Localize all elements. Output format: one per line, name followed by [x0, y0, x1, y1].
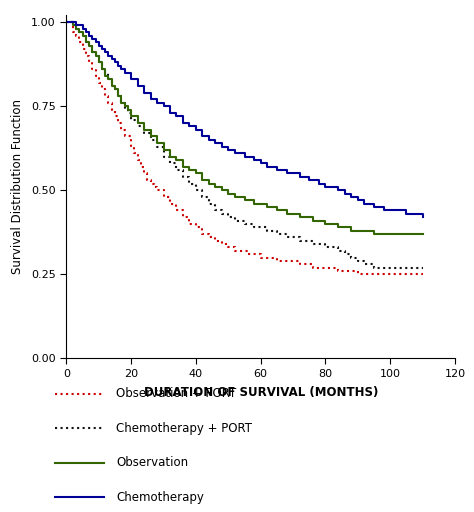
Observation [355, 227, 361, 233]
Observation [206, 180, 212, 186]
Line: Observation: Observation [66, 22, 423, 234]
Observation [219, 187, 225, 194]
Observation [64, 19, 69, 25]
Chemotherapy + PORT [371, 265, 377, 271]
Chemotherapy [420, 214, 426, 220]
Observation [420, 231, 426, 237]
Line: Chemotherapy + PORT: Chemotherapy + PORT [66, 22, 423, 268]
Chemotherapy + PORT [200, 194, 205, 200]
Observation [80, 32, 85, 38]
Observation + PORT [420, 271, 426, 278]
Text: Chemotherapy: Chemotherapy [116, 490, 204, 504]
Observation + PORT [99, 87, 105, 93]
Chemotherapy [109, 56, 115, 62]
Line: Chemotherapy: Chemotherapy [66, 22, 423, 217]
Chemotherapy + PORT [64, 19, 69, 25]
Chemotherapy + PORT [284, 234, 290, 241]
Chemotherapy [64, 19, 69, 25]
Observation + PORT [355, 271, 361, 278]
Observation + PORT [64, 19, 69, 25]
Line: Observation + PORT: Observation + PORT [66, 22, 423, 274]
Chemotherapy [403, 211, 409, 217]
Observation [371, 231, 377, 237]
Chemotherapy + PORT [112, 87, 118, 93]
Observation + PORT [135, 157, 140, 163]
Observation + PORT [371, 271, 377, 278]
Chemotherapy [141, 90, 147, 96]
Chemotherapy [86, 32, 92, 38]
Observation + PORT [86, 59, 92, 66]
Observation + PORT [323, 265, 328, 271]
Observation [161, 147, 166, 153]
Observation + PORT [109, 106, 115, 113]
Chemotherapy + PORT [348, 254, 354, 261]
Text: Observation: Observation [116, 456, 188, 469]
X-axis label: DURATION OF SURVIVAL (MONTHS): DURATION OF SURVIVAL (MONTHS) [144, 386, 378, 399]
Chemotherapy + PORT [219, 211, 225, 217]
Chemotherapy + PORT [206, 201, 212, 207]
Y-axis label: Survival Distribution Function: Survival Distribution Function [11, 99, 24, 274]
Chemotherapy [99, 46, 105, 52]
Observation [125, 106, 131, 113]
Chemotherapy + PORT [420, 265, 426, 271]
Text: Chemotherapy + PORT: Chemotherapy + PORT [116, 421, 252, 435]
Text: Observation + PORT: Observation + PORT [116, 387, 236, 400]
Chemotherapy [355, 197, 361, 203]
